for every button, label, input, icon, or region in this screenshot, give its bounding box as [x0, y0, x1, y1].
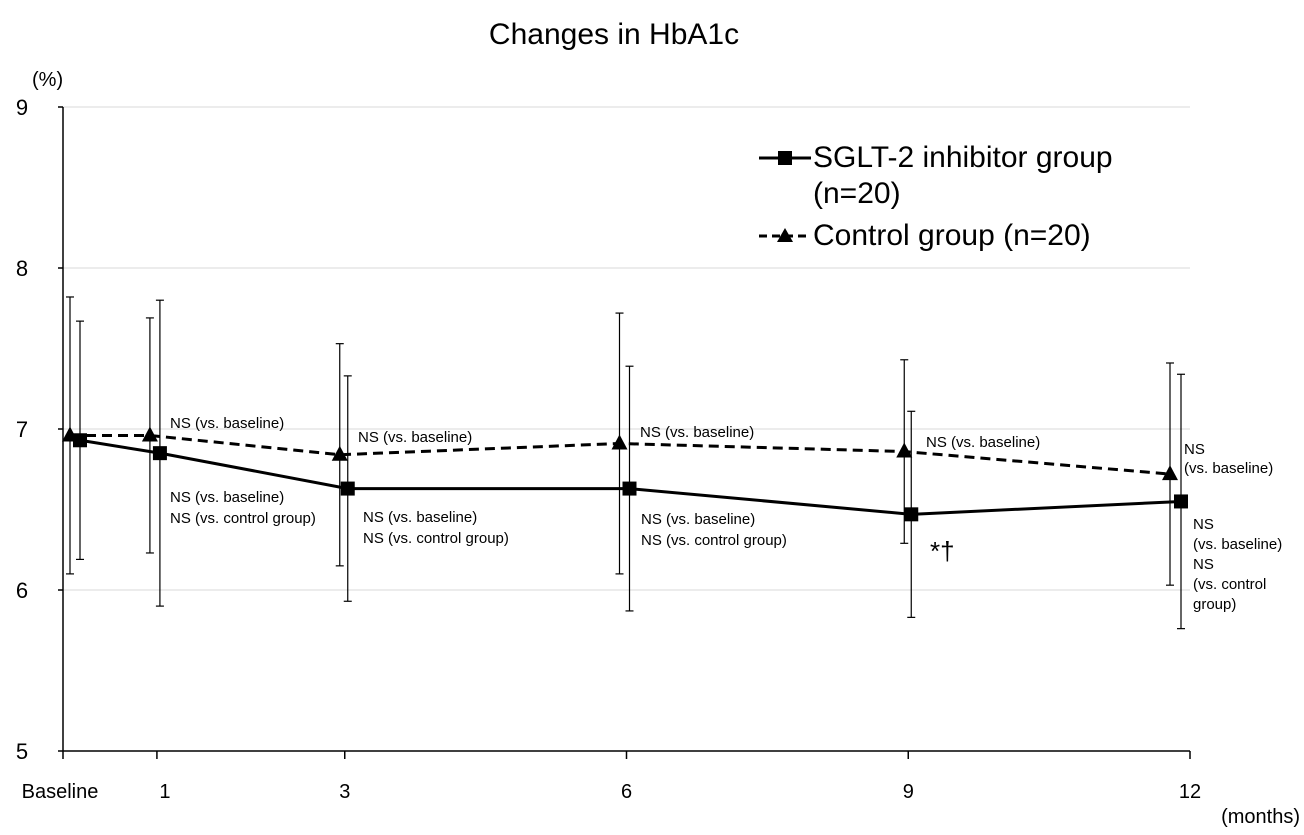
annotation: (vs. control [1193, 576, 1266, 593]
chart-title: Changes in HbA1c [489, 18, 739, 51]
series-line [79, 438, 1182, 516]
x-tick-label: 1 [159, 781, 170, 803]
legend-item: SGLT-2 inhibitor group (n=20) [757, 140, 1177, 212]
marker [1162, 465, 1178, 481]
legend-label: SGLT-2 inhibitor group (n=20) [813, 141, 1113, 210]
annotation: NS [1193, 556, 1214, 573]
marker [611, 434, 628, 450]
legend-marker [778, 151, 792, 165]
annotation: NS [1184, 441, 1205, 458]
x-tick-label: Baseline [22, 781, 99, 803]
annotation: group) [1193, 596, 1236, 613]
annotation: NS (vs. baseline) [170, 415, 284, 432]
y-tick-label: 7 [16, 417, 28, 442]
marker [896, 442, 913, 458]
legend-item: Control group (n=20) [757, 218, 1177, 254]
series-line [70, 433, 1171, 476]
marker [340, 481, 355, 496]
annotation: *† [930, 536, 955, 566]
marker [331, 445, 348, 461]
annotation: NS (vs. control group) [170, 510, 316, 527]
legend-marker [777, 228, 793, 242]
y-tick-label: 5 [16, 739, 28, 764]
marker [1174, 494, 1188, 509]
legend: SGLT-2 inhibitor group (n=20) Control gro… [757, 140, 1177, 260]
y-tick-label: 8 [16, 256, 28, 281]
annotation: NS (vs. baseline) [170, 489, 284, 506]
annotation: NS (vs. baseline) [363, 509, 477, 526]
annotation: NS (vs. control group) [363, 530, 509, 547]
y-tick-label: 9 [16, 95, 28, 120]
annotation: NS (vs. baseline) [641, 511, 755, 528]
legend-swatch [759, 228, 811, 242]
annotation: NS (vs. baseline) [926, 434, 1040, 451]
y-tick-label: 6 [16, 578, 28, 603]
marker [904, 507, 919, 522]
legend-label: Control group (n=20) [813, 219, 1091, 252]
marker [62, 426, 78, 442]
x-tick-label: 12 [1179, 781, 1201, 803]
x-tick-label: 3 [339, 781, 350, 803]
x-tick-label: 6 [621, 781, 632, 803]
x-tick-label: 9 [903, 781, 914, 803]
legend-swatch [759, 151, 811, 165]
annotation: NS (vs. baseline) [640, 424, 754, 441]
annotation: (vs. baseline) [1184, 460, 1273, 477]
annotation: NS [1193, 516, 1214, 533]
marker [622, 481, 637, 496]
y-unit-label: (%) [32, 69, 63, 91]
annotation: NS (vs. baseline) [358, 429, 472, 446]
annotation: (vs. baseline) [1193, 536, 1282, 553]
annotation: NS (vs. control group) [641, 532, 787, 549]
x-unit-label: (months) [1221, 806, 1300, 828]
marker [152, 446, 167, 461]
marker [141, 426, 158, 442]
